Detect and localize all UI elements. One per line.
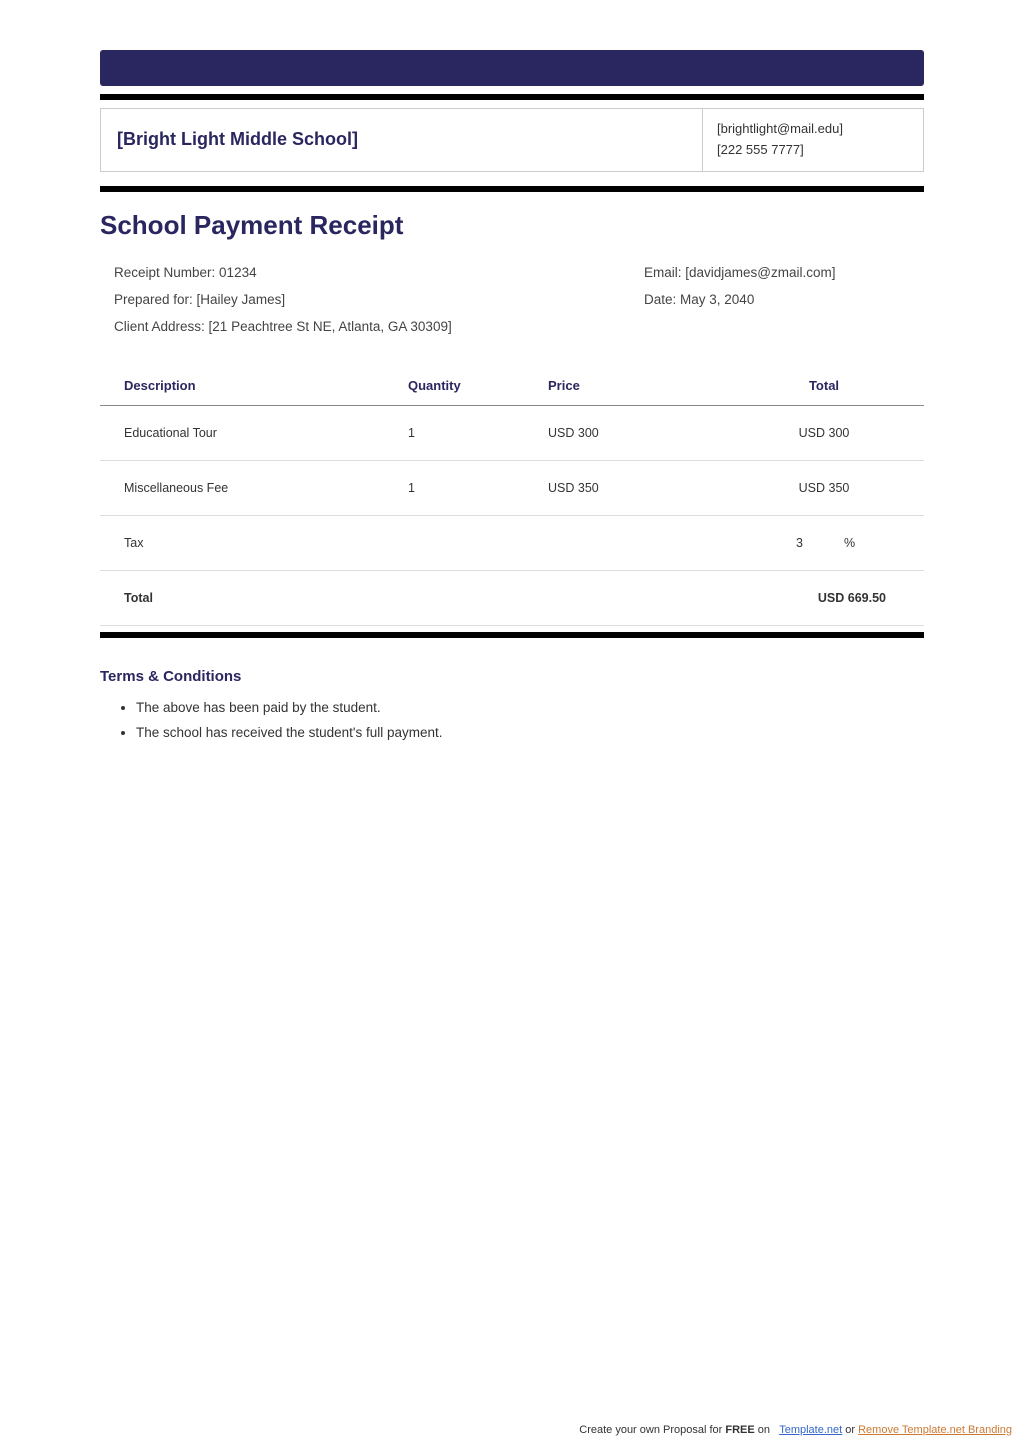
receipt-number-line: Receipt Number: 01234	[114, 259, 644, 286]
table-row: Miscellaneous Fee 1 USD 350 USD 350	[100, 460, 924, 515]
cell-description: Educational Tour	[100, 405, 384, 460]
tax-label: Tax	[100, 515, 384, 570]
cell-price: USD 300	[524, 405, 724, 460]
grand-total-label: Total	[100, 570, 384, 625]
rule-top	[100, 94, 924, 100]
school-phone: [222 555 7777]	[717, 140, 909, 161]
header-left: [Bright Light Middle School]	[101, 109, 703, 171]
items-table: Description Quantity Price Total Educati…	[100, 366, 924, 626]
grand-total-value: USD 669.50	[724, 570, 924, 625]
email-line: Email: [davidjames@zmail.com]	[644, 259, 924, 286]
col-total: Total	[724, 366, 924, 406]
branding-footer: Create your own Proposal for FREE on Tem…	[579, 1424, 1012, 1436]
template-net-link[interactable]: Template.net	[779, 1424, 842, 1436]
top-accent-bar	[100, 50, 924, 86]
grand-total-row: Total USD 669.50	[100, 570, 924, 625]
prepared-for-line: Prepared for: [Hailey James]	[114, 286, 644, 313]
cell-total: USD 350	[724, 460, 924, 515]
remove-branding-link[interactable]: Remove Template.net Branding	[858, 1424, 1012, 1436]
table-header-row: Description Quantity Price Total	[100, 366, 924, 406]
date-line: Date: May 3, 2040	[644, 286, 924, 313]
col-description: Description	[100, 366, 384, 406]
tax-row: Tax 3%	[100, 515, 924, 570]
cell-quantity: 1	[384, 405, 524, 460]
table-row: Educational Tour 1 USD 300 USD 300	[100, 405, 924, 460]
meta-left: Receipt Number: 01234 Prepared for: [Hai…	[114, 259, 644, 340]
terms-item: The above has been paid by the student.	[136, 695, 924, 721]
cell-total: USD 300	[724, 405, 924, 460]
terms-list: The above has been paid by the student. …	[100, 695, 924, 746]
tax-value-cell: 3%	[724, 515, 924, 570]
terms-item: The school has received the student's fu…	[136, 720, 924, 746]
cell-quantity: 1	[384, 460, 524, 515]
col-quantity: Quantity	[384, 366, 524, 406]
page-title: School Payment Receipt	[100, 210, 924, 241]
client-address-line: Client Address: [21 Peachtree St NE, Atl…	[114, 313, 644, 340]
rule-below-table	[100, 632, 924, 638]
cell-description: Miscellaneous Fee	[100, 460, 384, 515]
header-box: [Bright Light Middle School] [brightligh…	[100, 108, 924, 172]
meta-right: Email: [davidjames@zmail.com] Date: May …	[644, 259, 924, 340]
col-price: Price	[524, 366, 724, 406]
cell-price: USD 350	[524, 460, 724, 515]
receipt-meta: Receipt Number: 01234 Prepared for: [Hai…	[100, 259, 924, 340]
school-name: [Bright Light Middle School]	[117, 129, 358, 150]
terms-title: Terms & Conditions	[100, 668, 924, 685]
header-right: [brightlight@mail.edu] [222 555 7777]	[703, 109, 923, 171]
rule-below-header	[100, 186, 924, 192]
school-email: [brightlight@mail.edu]	[717, 119, 909, 140]
